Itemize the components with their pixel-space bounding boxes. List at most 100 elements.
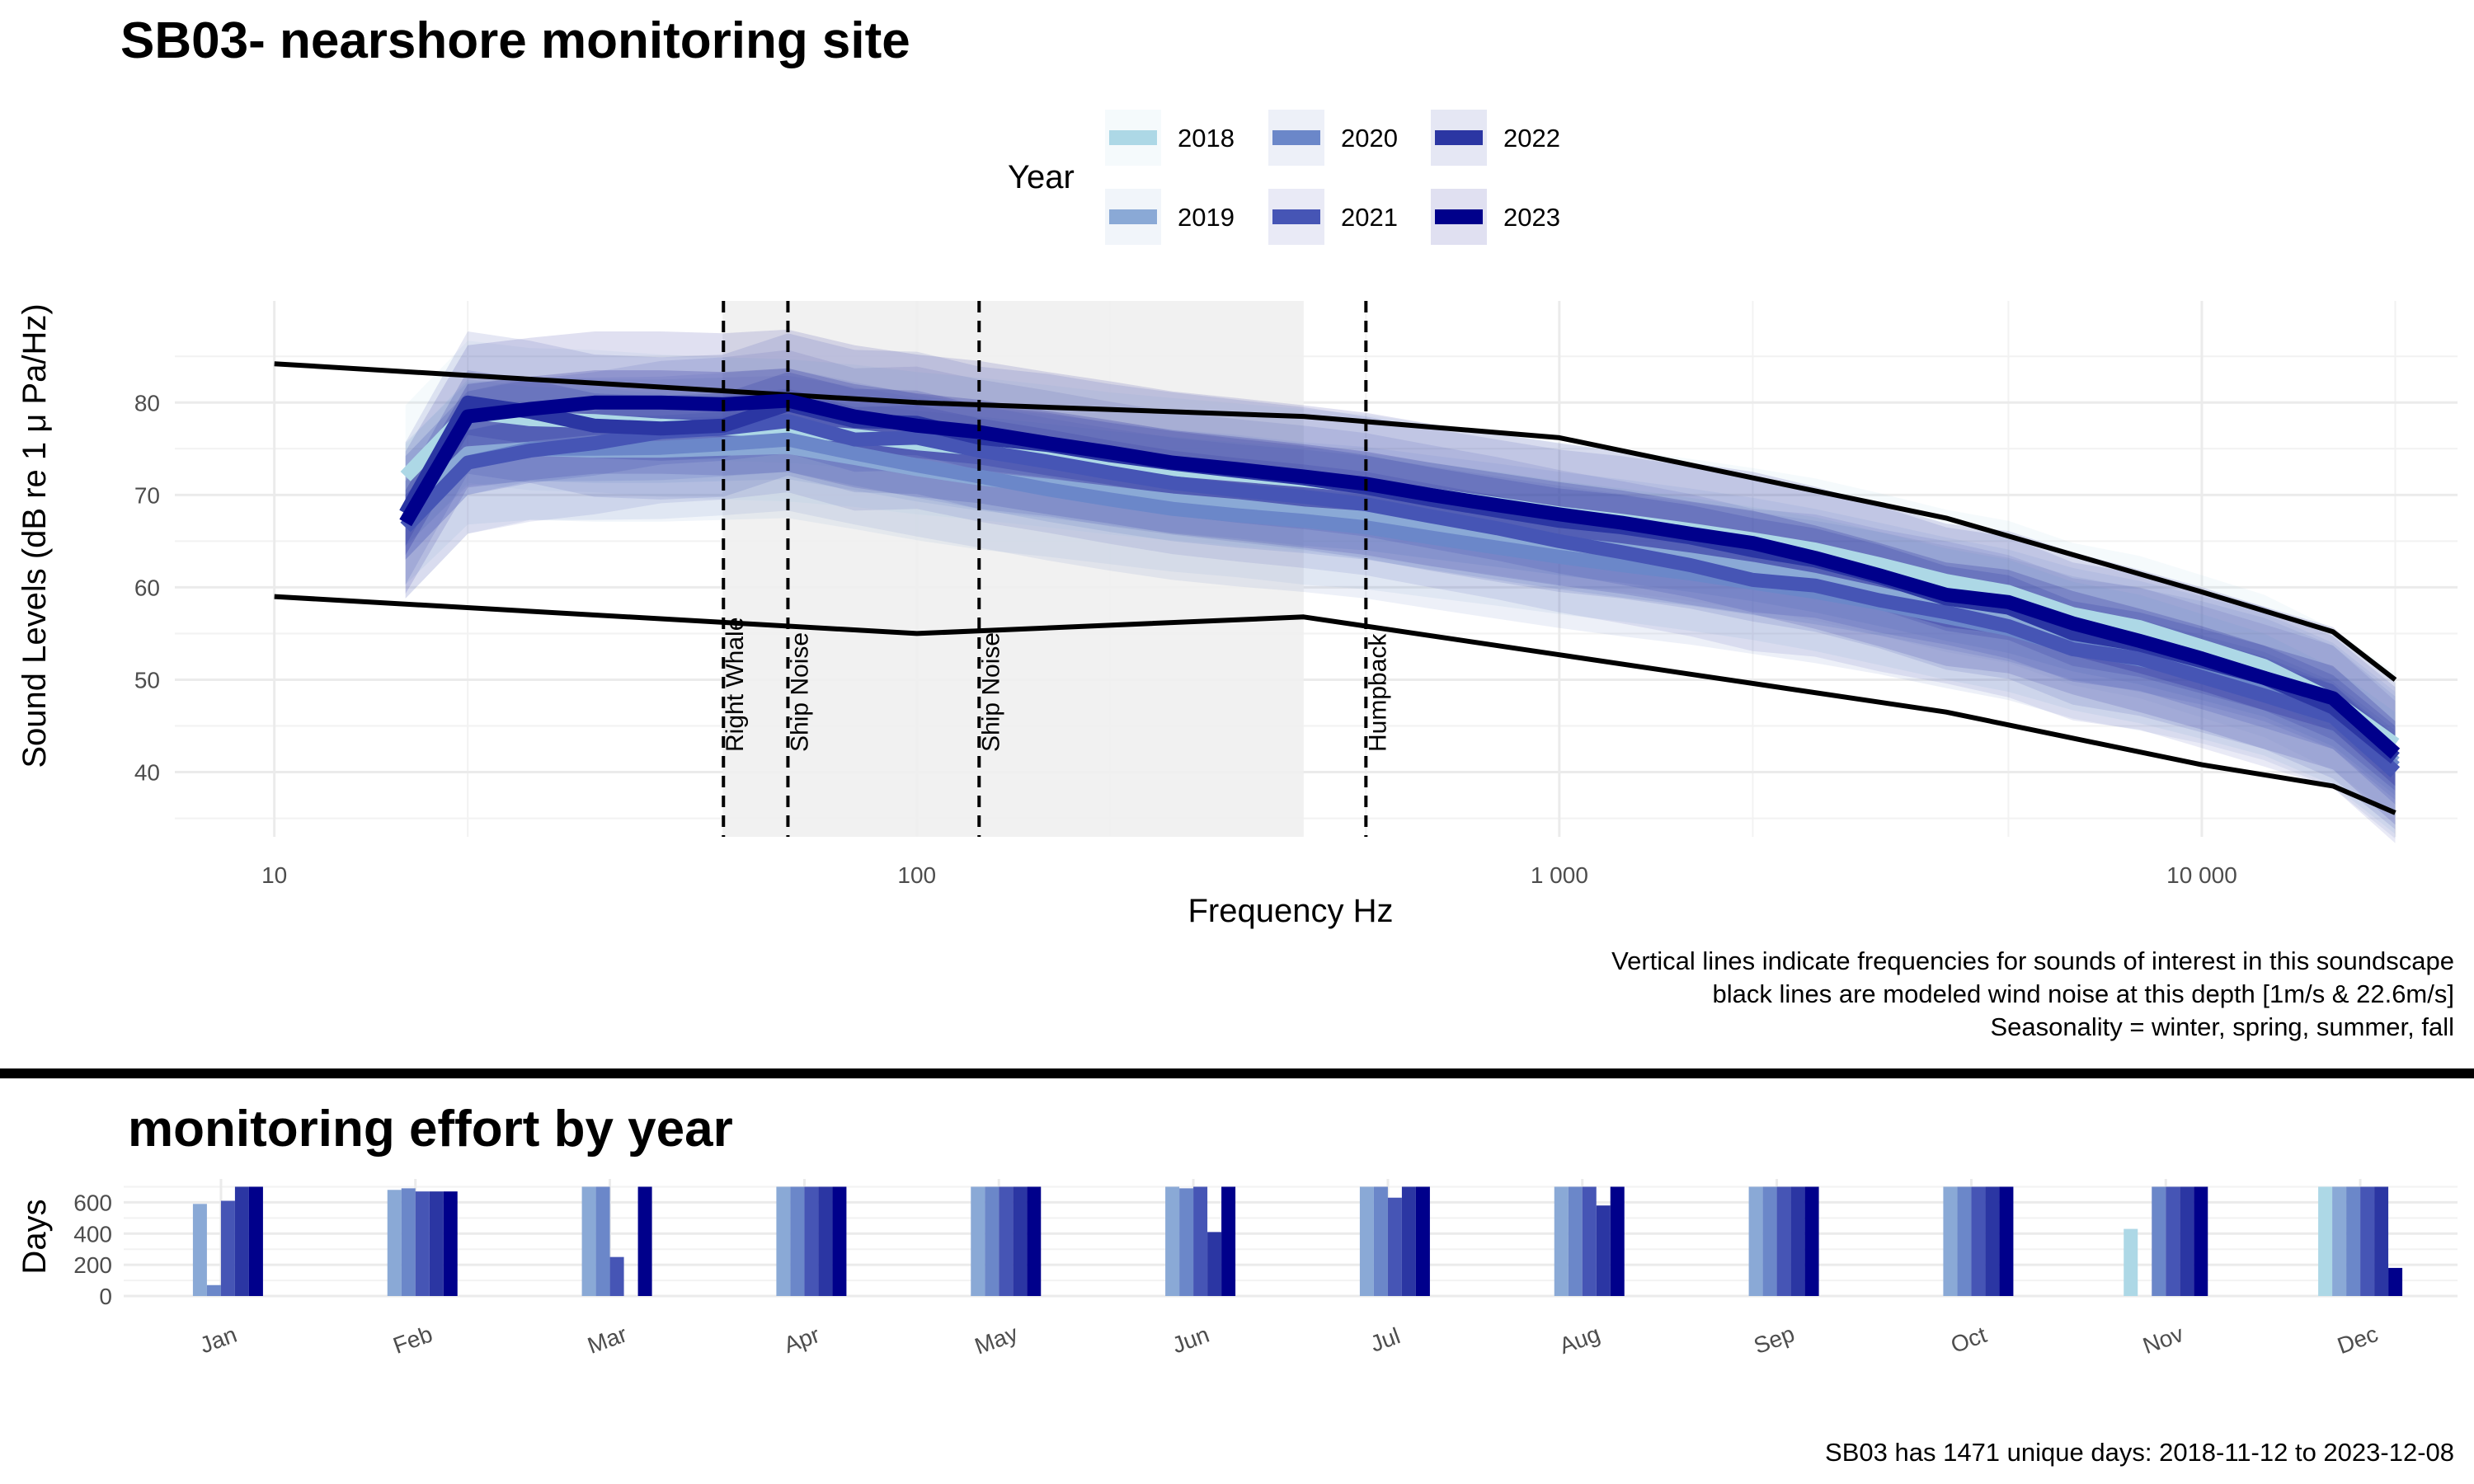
y-tick-label: 200 [73, 1252, 112, 1278]
ribbon-2019 [405, 375, 2396, 834]
legend-key-2022 [1435, 130, 1483, 145]
bar-Jul-2023 [1415, 1186, 1430, 1296]
x-tick-label: Jan [196, 1322, 240, 1359]
x-tick-label: 1 000 [1531, 862, 1588, 888]
bar-Jan-2022 [234, 1186, 249, 1296]
legend-label: 2020 [1341, 124, 1398, 153]
vertical-line-label: Ship Noise [786, 632, 813, 752]
legend-key-2019 [1109, 209, 1157, 224]
ribbon-2023 [405, 329, 2396, 825]
legend-key-2018 [1109, 130, 1157, 145]
y-tick-label: 70 [134, 482, 160, 508]
bar-Oct-2021 [1971, 1186, 1986, 1296]
bar-Nov-2020 [2152, 1186, 2166, 1296]
footer-note: SB03 has 1471 unique days: 2018-11-12 to… [1825, 1438, 2454, 1467]
x-tick-label: Aug [1556, 1321, 1603, 1359]
bar-Jun-2019 [1165, 1186, 1180, 1296]
bar-Apr-2022 [818, 1186, 833, 1296]
sound-of-interest-lines: Right Whale Ship Noise Ship Noise Humpback [722, 301, 1391, 837]
bar-Dec-2022 [2374, 1186, 2389, 1296]
bar-Aug-2020 [1568, 1186, 1583, 1296]
bar-Nov-2021 [2166, 1186, 2180, 1296]
effort-grid [124, 1179, 2458, 1298]
x-tick-label: Nov [2139, 1321, 2186, 1359]
bar-Feb-2021 [415, 1191, 430, 1296]
bar-Jan-2019 [192, 1204, 207, 1296]
effort-chart: Jan Feb Mar Apr May Jun Jul Aug Sep Oct Nov Dec 0 200… [73, 1179, 2458, 1360]
bar-Mar-2020 [595, 1186, 610, 1296]
bar-Jan-2020 [206, 1284, 221, 1296]
y-tick-label: 60 [134, 575, 160, 600]
x-tick-label: 10 000 [2166, 862, 2237, 888]
shaded-band [723, 301, 1304, 837]
x-tick-label: Jun [1169, 1322, 1212, 1359]
bar-May-2021 [999, 1186, 1014, 1296]
x-tick-label: 10 [261, 862, 287, 888]
bar-Apr-2019 [776, 1186, 791, 1296]
spectrum-chart: Right Whale Ship Noise Ship Noise Humpback … [134, 301, 2458, 888]
bar-Jun-2021 [1193, 1186, 1208, 1296]
x-tick-label: Sep [1751, 1321, 1798, 1359]
y-axis-title: Sound Levels (dB re 1 μ Pa/Hz) [16, 303, 53, 768]
vertical-line-label: Right Whale [722, 618, 749, 752]
y-tick-label: 0 [99, 1284, 112, 1309]
bar-Aug-2022 [1596, 1205, 1611, 1296]
legend-key-2020 [1272, 130, 1320, 145]
wind-noise-line-22.6m/s [274, 361, 2397, 682]
bar-May-2022 [1013, 1186, 1028, 1296]
x-tick-label: May [971, 1320, 1021, 1359]
bar-Jul-2019 [1359, 1186, 1374, 1296]
bar-Nov-2023 [2194, 1186, 2208, 1296]
bar-Feb-2022 [429, 1191, 444, 1296]
series-line-2023 [399, 393, 2401, 759]
bar-Sep-2020 [1762, 1186, 1777, 1296]
bar-Dec-2021 [2360, 1186, 2375, 1296]
spectrum-grid [175, 301, 2458, 837]
y-tick-label: 400 [73, 1221, 112, 1247]
bar-Mar-2021 [609, 1256, 624, 1296]
bar-Dec-2019 [2332, 1186, 2347, 1296]
bar-Oct-2022 [1985, 1186, 2000, 1296]
vertical-line-label: Humpback [1364, 633, 1391, 752]
wind-noise-line-1m/s [274, 594, 2396, 815]
bar-Apr-2021 [804, 1186, 819, 1296]
ribbon-2022 [405, 370, 2396, 791]
legend-key-2023 [1435, 209, 1483, 224]
bar-Nov-2018 [2124, 1228, 2138, 1296]
bar-Dec-2023 [2388, 1267, 2403, 1296]
legend-label: 2022 [1503, 124, 1560, 153]
legend-label: 2018 [1178, 124, 1235, 153]
legend: Year 2018 2019 2020 2021 2022 2023 [1008, 110, 1560, 245]
bar-Jan-2021 [220, 1200, 235, 1296]
legend-title: Year [1008, 159, 1075, 195]
bar-Apr-2023 [832, 1186, 847, 1296]
bar-Apr-2020 [790, 1186, 805, 1296]
bar-Aug-2021 [1582, 1186, 1597, 1296]
bar-Oct-2020 [1957, 1186, 1972, 1296]
spectrum-axes: 40 50 60 70 80 10 100 1 000 10 000 [134, 390, 2237, 888]
effort-bars [192, 1186, 2403, 1296]
bar-Jan-2023 [248, 1186, 263, 1296]
bar-May-2023 [1027, 1186, 1042, 1296]
bar-Sep-2022 [1790, 1186, 1805, 1296]
legend-label: 2021 [1341, 203, 1398, 232]
bar-Oct-2023 [1999, 1186, 2014, 1296]
bar-Nov-2022 [2180, 1186, 2194, 1296]
x-tick-label: 100 [897, 862, 936, 888]
bar-Jul-2020 [1373, 1186, 1388, 1296]
y-tick-label: 40 [134, 760, 160, 786]
note-1: Vertical lines indicate frequencies for … [1611, 946, 2454, 975]
bar-Aug-2019 [1554, 1186, 1569, 1296]
bar-Jun-2023 [1221, 1186, 1236, 1296]
x-tick-label: Apr [780, 1322, 823, 1358]
ship-noise-band [723, 301, 1304, 837]
bar-Sep-2019 [1748, 1186, 1763, 1296]
x-axis-title: Frequency Hz [1188, 893, 1394, 929]
bar-Dec-2020 [2346, 1186, 2361, 1296]
bar-May-2020 [985, 1186, 999, 1296]
bar-Mar-2023 [637, 1186, 652, 1296]
ribbon-2023 [405, 368, 2396, 787]
legend-label: 2023 [1503, 203, 1560, 232]
vertical-line-label: Ship Noise [977, 632, 1004, 752]
